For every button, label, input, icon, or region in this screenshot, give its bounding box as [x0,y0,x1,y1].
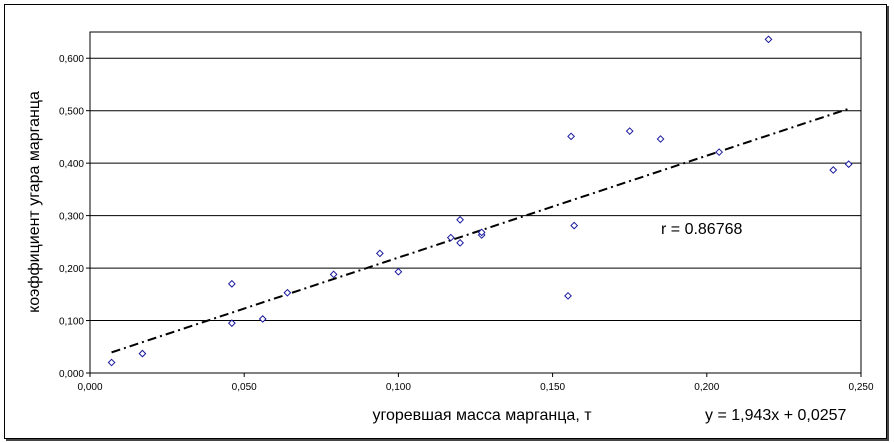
data-point [844,160,853,169]
y-tick-label: 0,000 [59,369,84,380]
chart-frame: 0,000 0,100 0,200 0,300 0,400 0,500 0,600 0,00… [4,4,887,439]
data-point [456,215,464,224]
data-point [138,349,147,358]
data-point [227,279,236,288]
y-tick-label: 0,500 [59,107,84,118]
y-axis-title: коэффициент угара марганца [26,91,43,313]
data-point [446,233,455,242]
data-point [107,358,116,367]
data-point [764,35,773,44]
data-point [567,132,576,141]
data-point [829,166,838,174]
y-tick-label: 0,400 [59,159,84,170]
data-point [715,148,724,157]
plot-area [89,31,862,374]
data-point [375,249,384,258]
x-tick-labels: 0,000 0,050 0,100 0,150 0,200 0,250 [77,382,873,393]
gridlines [86,57,862,377]
x-tick-label: 0,100 [386,382,411,393]
correlation-annotation: r = 0.86768 [661,221,743,238]
data-point [564,291,572,300]
data-point [283,288,292,297]
data-point [258,315,267,323]
y-tick-label: 0,600 [59,54,84,65]
data-point [477,228,486,237]
data-points [107,35,853,367]
data-point [227,319,236,328]
x-tick-label: 0,150 [540,382,565,393]
data-point [394,267,403,276]
data-point [656,135,665,143]
x-tick-label: 0,250 [848,382,873,393]
x-tick-label: 0,050 [232,382,257,393]
data-point [625,127,634,136]
x-tick-label: 0,000 [77,382,102,393]
y-tick-label: 0,200 [59,264,84,275]
regression-equation: y = 1,943x + 0,0257 [705,407,847,424]
x-tick-label: 0,200 [694,382,719,393]
y-tick-label: 0,100 [59,317,84,328]
y-tick-labels: 0,000 0,100 0,200 0,300 0,400 0,500 0,600 [59,54,84,380]
data-point [570,221,579,230]
scatter-chart: 0,000 0,100 0,200 0,300 0,400 0,500 0,600 0,00… [26,31,874,424]
y-tick-label: 0,300 [59,212,84,223]
data-point [329,270,338,279]
data-point [456,238,464,247]
x-axis-title: угоревшая масса марганца, т [372,407,592,424]
